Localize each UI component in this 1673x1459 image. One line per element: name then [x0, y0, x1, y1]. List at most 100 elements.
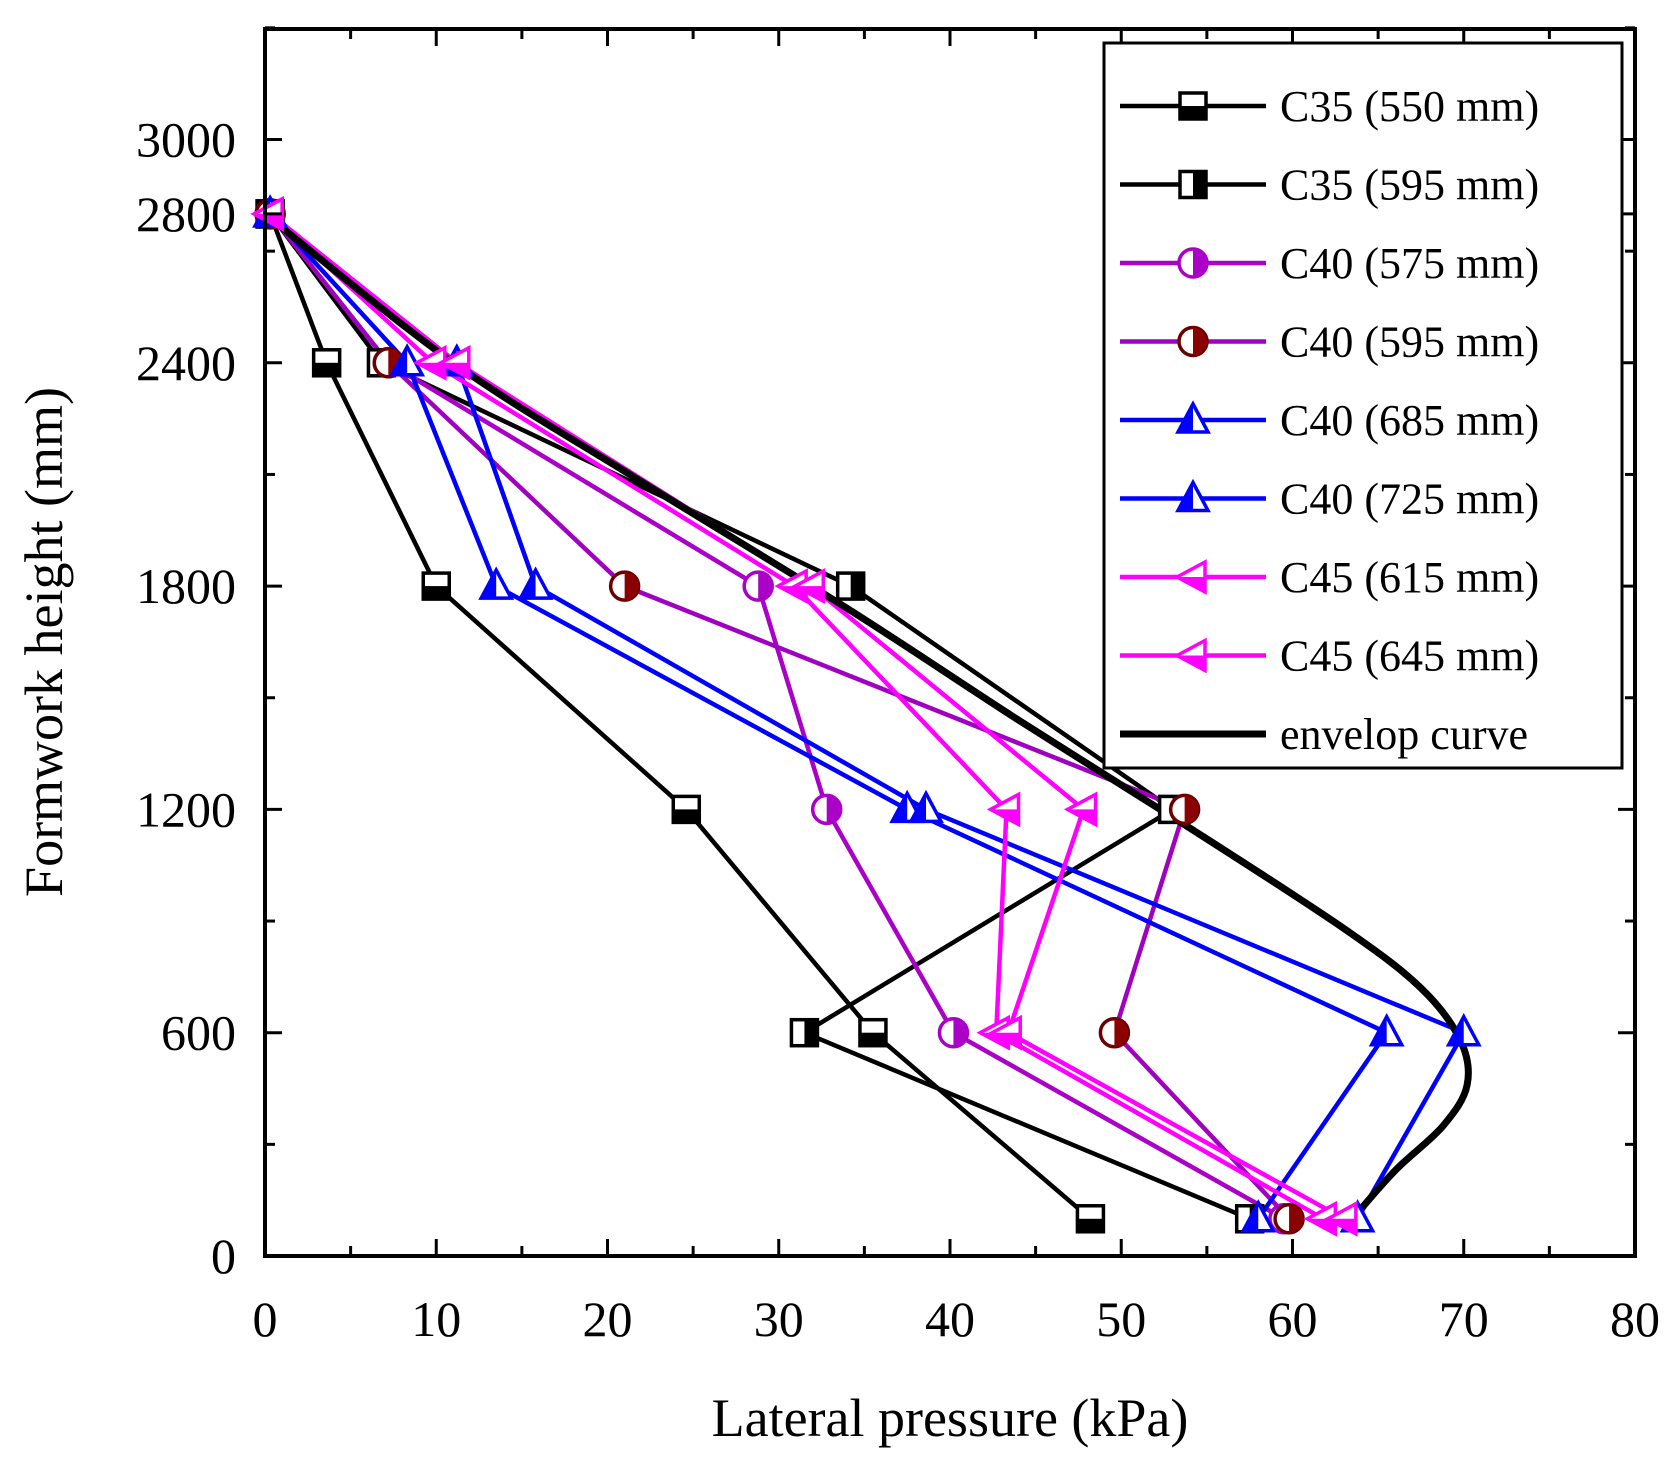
marker-fill: [1193, 327, 1207, 356]
marker-fill: [758, 572, 773, 601]
marker-triangle-up: [1445, 1012, 1482, 1047]
legend-label: C35 (550 mm): [1280, 82, 1539, 131]
marker-circle-half-red: [1168, 793, 1201, 826]
marker-fill: [1177, 655, 1205, 671]
marker-circle-half: [742, 570, 774, 602]
marker-fill: [481, 570, 497, 599]
legend-label: C40 (725 mm): [1280, 475, 1539, 524]
axes: 0 10 20 30 40 50 60 70 80 0 600 1200 1800 2400 2800 300…: [136, 26, 1660, 1347]
legend-label: C40 (595 mm): [1280, 318, 1539, 367]
marker-fill: [1184, 795, 1199, 824]
legend-label: C45 (645 mm): [1280, 632, 1539, 681]
marker-triangle-left: [791, 568, 826, 605]
marker-fill: [440, 362, 469, 378]
marker-fill: [1448, 1016, 1464, 1045]
x-tick-label: 50: [1096, 1291, 1146, 1347]
legend-label: C45 (615 mm): [1280, 553, 1539, 602]
series-line-1: [268, 212, 1251, 1221]
x-tick-label: 0: [253, 1291, 278, 1347]
marker-fill: [423, 586, 450, 600]
marker-triangle-up: [389, 343, 426, 377]
marker-fill: [520, 570, 536, 599]
marker-circle-half: [1177, 247, 1209, 279]
marker-circle-half-red: [1273, 1203, 1305, 1235]
series-line-0: [268, 213, 1092, 1221]
y-tick-label: 2400: [136, 335, 236, 391]
marker-fill: [953, 1018, 968, 1047]
marker-fill: [1178, 404, 1193, 432]
marker-fill: [624, 572, 639, 601]
marker-fill: [850, 573, 864, 600]
marker-triangle-left: [988, 1014, 1022, 1051]
marker-square-right: [789, 1017, 820, 1048]
y-axis-title: Formwork height (mm): [14, 387, 74, 897]
marker-fill: [1289, 1204, 1304, 1233]
x-tick-label: 40: [925, 1291, 975, 1347]
marker-circle-half-red: [608, 570, 641, 602]
y-tick-label: 600: [161, 1005, 236, 1061]
marker-fill: [1114, 1018, 1129, 1047]
marker-triangle-left: [437, 344, 471, 381]
marker-fill: [1177, 577, 1205, 592]
marker-fill: [673, 809, 700, 823]
legend-label: C40 (575 mm): [1280, 239, 1539, 288]
marker-fill: [1243, 1202, 1259, 1231]
marker-square-right: [1178, 169, 1208, 200]
y-tick-label: 0: [211, 1228, 236, 1284]
marker-fill: [254, 213, 283, 229]
y-tick-label: 3000: [136, 111, 236, 167]
marker-fill: [1327, 1218, 1356, 1234]
marker-triangle-left: [986, 791, 1021, 828]
marker-fill: [911, 793, 927, 822]
y-tick-label: 1800: [136, 558, 236, 614]
marker-fill: [313, 362, 340, 376]
legend-label: C40 (685 mm): [1280, 396, 1539, 445]
marker-triangle-up: [1368, 1012, 1405, 1047]
marker-triangle-up: [478, 566, 515, 600]
series-line-6: [268, 212, 1325, 1221]
marker-square-right: [835, 571, 866, 601]
series-line-3: [268, 212, 1291, 1221]
marker-square: [421, 571, 451, 601]
marker-fill: [990, 809, 1019, 825]
series-line-4: [268, 212, 1389, 1221]
legend-label: C35 (595 mm): [1280, 161, 1539, 210]
marker-square: [671, 794, 702, 825]
marker-square: [311, 348, 342, 378]
marker-triangle-up: [1240, 1199, 1277, 1233]
marker-fill: [1307, 1218, 1336, 1234]
marker-triangle-up: [517, 566, 554, 600]
marker-fill: [1371, 1016, 1387, 1045]
marker-fill: [859, 1032, 886, 1046]
marker-triangle-left: [1173, 559, 1207, 595]
marker-triangle-left: [1063, 791, 1098, 828]
marker-triangle-up: [908, 789, 944, 824]
y-tick-label: 1200: [136, 781, 236, 837]
legend: C35 (550 mm) C35 (595 mm) C40 (575 mm) C40 …: [1102, 41, 1624, 770]
marker-fill: [795, 586, 824, 602]
x-tick-label: 80: [1610, 1291, 1660, 1347]
marker-square: [1178, 91, 1208, 121]
marker-fill: [992, 1032, 1021, 1048]
marker-fill: [1077, 1218, 1104, 1232]
marker-fill: [1193, 171, 1206, 198]
marker-square: [1075, 1204, 1106, 1234]
marker-circle-half-red: [1177, 325, 1209, 358]
x-axis-title: Lateral pressure (kPa): [712, 1388, 1189, 1448]
marker-triangle-up: [1175, 478, 1211, 513]
marker-fill: [392, 346, 408, 375]
x-tick-label: 20: [583, 1291, 633, 1347]
marker-circle-half: [937, 1016, 970, 1049]
marker-triangle-left: [1324, 1200, 1358, 1237]
marker-circle-half-red: [1098, 1016, 1131, 1049]
marker-square: [858, 1017, 888, 1048]
marker-fill: [1193, 249, 1207, 277]
marker-triangle-up: [1175, 400, 1211, 434]
marker-triangle-left: [1173, 637, 1207, 674]
x-tick-label: 70: [1439, 1291, 1489, 1347]
x-tick-label: 10: [411, 1291, 461, 1347]
marker-fill: [892, 793, 908, 822]
marker-fill: [416, 362, 445, 378]
marker-fill: [826, 795, 841, 824]
